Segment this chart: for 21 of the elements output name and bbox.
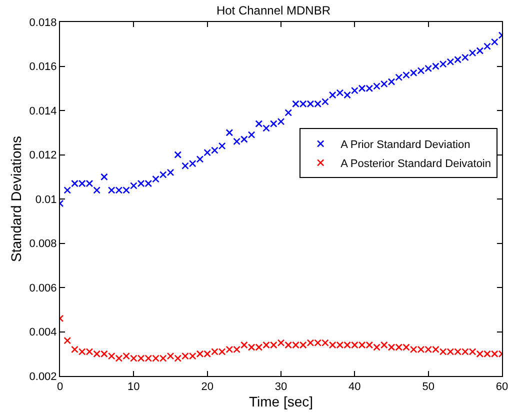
- y-axis-title: Standard Deviations: [8, 136, 24, 262]
- x-tick-label: 0: [56, 381, 64, 394]
- y-tick-label: 0.01: [35, 194, 57, 206]
- legend-label: A Posterior Standard Deivatoin: [340, 158, 491, 170]
- y-tick-label: 0.018: [29, 16, 57, 29]
- y-tick-label: 0.002: [29, 370, 57, 383]
- y-tick-label: 0.016: [29, 61, 57, 74]
- y-tick-label: 0.006: [29, 282, 57, 294]
- y-tick-label: 0.004: [29, 326, 57, 339]
- chart-title: Hot Channel MDNBR: [216, 4, 331, 18]
- y-tick-label: 0.008: [29, 238, 57, 250]
- x-tick-label: 10: [128, 381, 140, 394]
- x-tick-label: 30: [274, 381, 288, 394]
- x-tick-label: 50: [422, 381, 434, 394]
- x-tick-label: 60: [496, 381, 508, 394]
- x-tick-label: 40: [348, 381, 361, 394]
- y-tick-label: 0.012: [29, 150, 57, 162]
- legend-label: A Prior Standard Deviation: [340, 138, 470, 151]
- x-tick-label: 20: [201, 381, 214, 394]
- y-tick-label: 0.014: [29, 105, 57, 118]
- x-axis-title: Time [sec]: [248, 394, 314, 410]
